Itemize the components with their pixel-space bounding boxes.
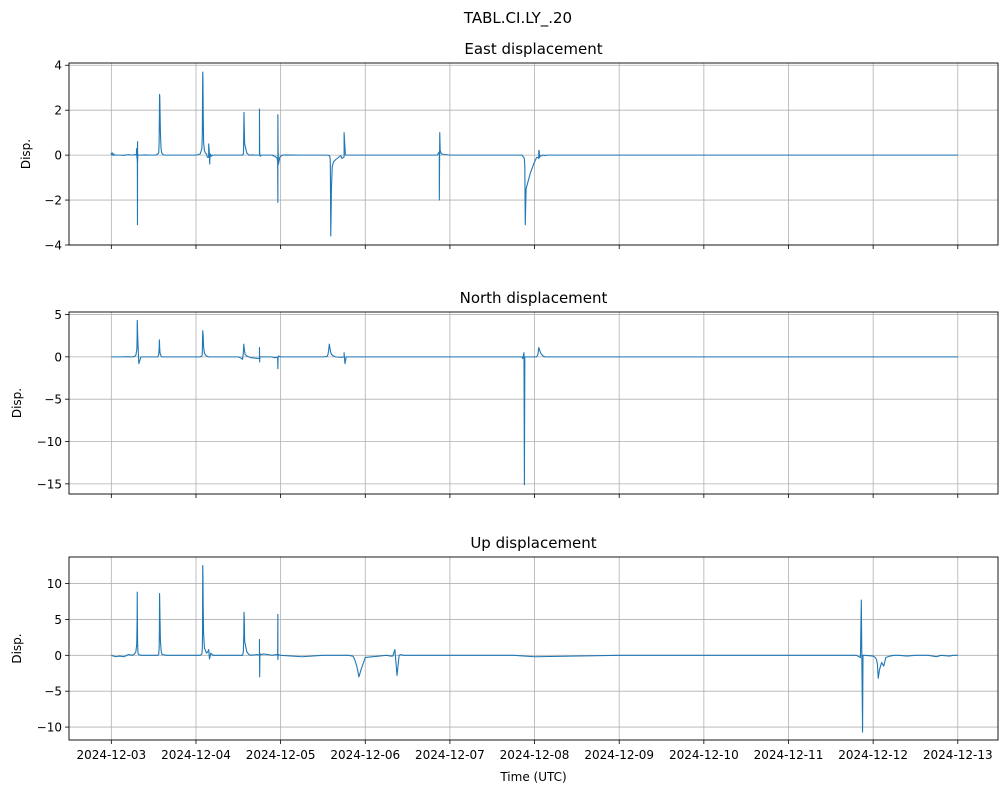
x-tick-label: 2024-12-08 [500,748,570,762]
up-displacement-panel: 2024-12-03 2024-12-04 2024-12-05 2024-12-06… [10,534,999,784]
up-y-tick-label: 0 [54,649,62,663]
x-axis-label: Time (UTC) [499,770,566,784]
x-tick-label: 2024-12-09 [584,748,654,762]
north-y-tick-label: 0 [54,350,62,364]
north-y-tick-label: −5 [44,393,62,407]
east-y-tick-label: 4 [54,59,62,73]
east-displacement-line [110,71,958,237]
up-y-tick-label: −5 [44,685,62,699]
north-axes-frame [68,311,999,495]
figure-suptitle: TABL.CI.LY_.20 [463,9,572,28]
north-y-tick-label: −15 [37,477,62,491]
east-y-tick-label: 2 [54,104,62,118]
x-tick-label: 2024-12-06 [330,748,400,762]
x-tick-label: 2024-12-12 [838,748,908,762]
north-y-tick-label: 5 [54,308,62,322]
up-y-tick-label: −10 [37,721,62,735]
east-axes-frame [68,62,999,246]
up-axes-frame [68,556,999,741]
east-y-tick-label: −2 [44,194,62,208]
x-tick-label: 2024-12-03 [76,748,146,762]
north-panel-title: North displacement [460,289,608,307]
x-tick-label: 2024-12-13 [923,748,993,762]
north-y-tick-label: −10 [37,435,62,449]
east-displacement-panel: −4 −2 0 2 4 East displacement Disp. [19,40,999,253]
up-panel-title: Up displacement [470,534,596,552]
x-tick-label: 2024-12-04 [161,748,231,762]
east-panel-title: East displacement [464,40,602,58]
east-y-tick-label: 0 [54,149,62,163]
x-tick-label: 2024-12-07 [415,748,485,762]
up-y-tick-label: 10 [47,577,62,591]
x-tick-label: 2024-12-11 [754,748,824,762]
x-tick-label: 2024-12-10 [669,748,739,762]
north-y-axis-label: Disp. [10,388,24,418]
up-y-axis-label: Disp. [10,633,24,663]
north-displacement-line [111,319,958,486]
north-displacement-panel: −15 −10 −5 0 5 North displacement Disp. [10,289,999,498]
east-y-tick-label: −4 [44,239,62,253]
up-y-tick-label: 5 [54,613,62,627]
x-tick-label: 2024-12-05 [246,748,316,762]
up-displacement-line [111,565,958,733]
east-y-axis-label: Disp. [19,139,33,169]
